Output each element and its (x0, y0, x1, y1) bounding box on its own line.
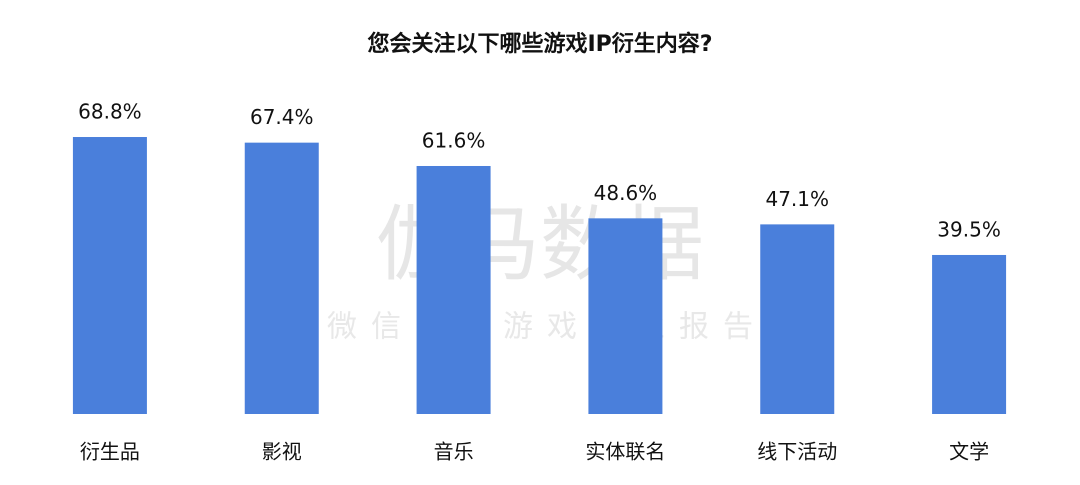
x-tick-label: 衍生品 (80, 440, 140, 464)
value-label: 67.4% (250, 105, 314, 129)
value-label: 68.8% (78, 100, 142, 124)
value-label: 48.6% (594, 181, 658, 205)
value-label: 39.5% (937, 217, 1001, 241)
bar (244, 142, 319, 415)
x-tick-label: 线下活动 (757, 440, 837, 464)
x-tick-label: 文学 (949, 440, 989, 464)
value-label: 47.1% (765, 187, 829, 211)
bar (760, 224, 835, 414)
x-tick-label: 影视 (262, 440, 302, 464)
x-tick-label: 音乐 (434, 440, 474, 464)
bar (72, 137, 147, 414)
x-tick-label: 实体联名 (585, 440, 665, 464)
bar (588, 218, 663, 414)
value-label: 61.6% (422, 128, 486, 152)
bar (416, 165, 491, 414)
chart-title: 您会关注以下哪些游戏IP衍生内容? (367, 31, 712, 57)
watermark-subtitle: 微信号：游戏产业报告 (327, 310, 767, 345)
bar (932, 254, 1007, 414)
